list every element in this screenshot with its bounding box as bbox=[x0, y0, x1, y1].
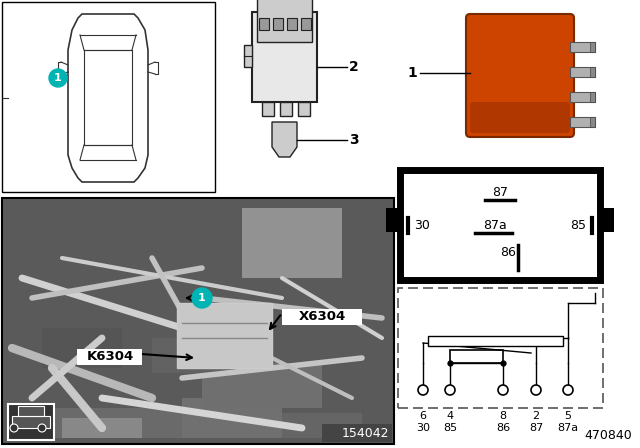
Bar bbox=[386, 208, 400, 232]
Text: 470840: 470840 bbox=[584, 429, 632, 442]
Bar bbox=[42, 328, 122, 368]
Text: 4: 4 bbox=[447, 411, 454, 421]
Bar bbox=[570, 67, 595, 77]
Bar bbox=[450, 350, 503, 363]
Bar bbox=[259, 18, 269, 30]
Text: 87: 87 bbox=[529, 423, 543, 433]
Text: 86: 86 bbox=[496, 423, 510, 433]
Bar bbox=[62, 418, 142, 438]
Bar bbox=[22, 368, 162, 403]
Bar bbox=[8, 404, 54, 440]
Text: 30: 30 bbox=[414, 219, 430, 232]
Text: X6304: X6304 bbox=[298, 310, 346, 323]
Text: 6: 6 bbox=[419, 411, 426, 421]
Circle shape bbox=[38, 424, 46, 432]
Text: 86: 86 bbox=[500, 246, 516, 259]
Bar bbox=[570, 117, 595, 127]
Text: 85: 85 bbox=[570, 219, 586, 232]
Bar bbox=[287, 18, 297, 30]
Text: 1: 1 bbox=[407, 66, 417, 80]
Bar bbox=[570, 92, 595, 102]
Bar bbox=[428, 336, 563, 346]
Circle shape bbox=[498, 385, 508, 395]
Bar bbox=[298, 102, 310, 116]
Bar bbox=[152, 338, 242, 373]
Bar bbox=[590, 117, 595, 127]
Bar bbox=[252, 12, 317, 102]
Text: 2: 2 bbox=[349, 60, 359, 74]
Text: 154042: 154042 bbox=[342, 426, 389, 439]
Circle shape bbox=[531, 385, 541, 395]
FancyBboxPatch shape bbox=[466, 14, 574, 137]
Bar bbox=[52, 408, 212, 438]
Text: 8: 8 bbox=[499, 411, 507, 421]
Bar bbox=[182, 398, 282, 438]
FancyBboxPatch shape bbox=[470, 102, 570, 133]
Bar bbox=[282, 309, 362, 325]
Bar bbox=[262, 102, 274, 116]
Circle shape bbox=[49, 69, 67, 87]
Text: K6304: K6304 bbox=[86, 350, 134, 363]
Text: 1: 1 bbox=[198, 293, 206, 303]
Bar bbox=[12, 416, 50, 428]
Bar bbox=[177, 303, 272, 368]
Text: 85: 85 bbox=[443, 423, 457, 433]
Bar bbox=[202, 363, 322, 408]
Bar bbox=[280, 102, 292, 116]
Text: 2: 2 bbox=[532, 411, 540, 421]
Polygon shape bbox=[272, 122, 297, 157]
Bar bbox=[2, 198, 394, 444]
Text: 87a: 87a bbox=[483, 219, 507, 232]
Bar bbox=[282, 413, 362, 438]
Circle shape bbox=[563, 385, 573, 395]
Bar bbox=[18, 406, 44, 416]
Bar bbox=[301, 18, 311, 30]
Bar bbox=[322, 424, 392, 442]
Bar bbox=[590, 42, 595, 52]
Bar bbox=[590, 67, 595, 77]
Bar bbox=[400, 170, 600, 280]
Bar bbox=[2, 2, 215, 192]
Text: 87: 87 bbox=[492, 185, 508, 198]
Text: 87a: 87a bbox=[557, 423, 579, 433]
Bar bbox=[242, 208, 342, 278]
Bar bbox=[257, 0, 312, 42]
Text: 5: 5 bbox=[564, 411, 572, 421]
Text: 3: 3 bbox=[349, 133, 358, 147]
Circle shape bbox=[418, 385, 428, 395]
Bar bbox=[273, 18, 283, 30]
Bar bbox=[600, 208, 614, 232]
Bar bbox=[570, 42, 595, 52]
Bar bbox=[398, 288, 603, 408]
Circle shape bbox=[445, 385, 455, 395]
Text: 1: 1 bbox=[54, 73, 62, 83]
Bar bbox=[244, 45, 252, 67]
Circle shape bbox=[10, 424, 18, 432]
Bar bbox=[590, 92, 595, 102]
Text: 30: 30 bbox=[416, 423, 430, 433]
Circle shape bbox=[192, 288, 212, 308]
Bar bbox=[77, 349, 142, 365]
